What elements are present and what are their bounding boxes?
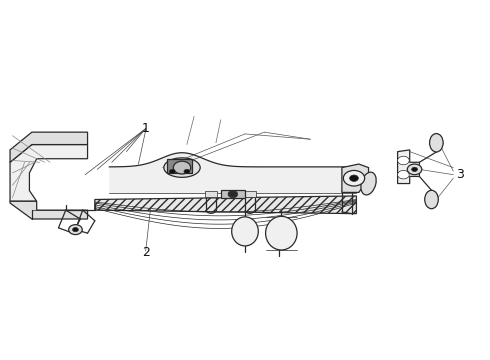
Polygon shape (10, 145, 88, 201)
Polygon shape (10, 201, 88, 219)
Polygon shape (95, 196, 356, 214)
Circle shape (170, 169, 175, 174)
Text: 1: 1 (142, 122, 149, 135)
Circle shape (343, 170, 365, 186)
Ellipse shape (266, 216, 297, 250)
Circle shape (350, 175, 358, 181)
Circle shape (69, 225, 82, 235)
Text: 2: 2 (142, 246, 149, 259)
Circle shape (412, 167, 417, 171)
Circle shape (397, 156, 409, 165)
Ellipse shape (430, 134, 443, 152)
Circle shape (228, 191, 238, 198)
Bar (205, 192, 218, 197)
Bar (168, 159, 192, 173)
Polygon shape (109, 153, 356, 193)
Circle shape (184, 169, 190, 174)
Circle shape (407, 164, 422, 175)
Ellipse shape (361, 172, 376, 195)
Circle shape (73, 228, 78, 232)
Ellipse shape (232, 217, 258, 246)
Ellipse shape (164, 158, 200, 177)
Polygon shape (10, 132, 88, 162)
Polygon shape (397, 150, 419, 184)
Circle shape (173, 161, 191, 174)
Polygon shape (342, 164, 368, 192)
Bar (221, 190, 245, 198)
Bar (244, 192, 256, 197)
Ellipse shape (425, 190, 438, 209)
Text: 3: 3 (456, 168, 464, 181)
Circle shape (397, 170, 409, 179)
